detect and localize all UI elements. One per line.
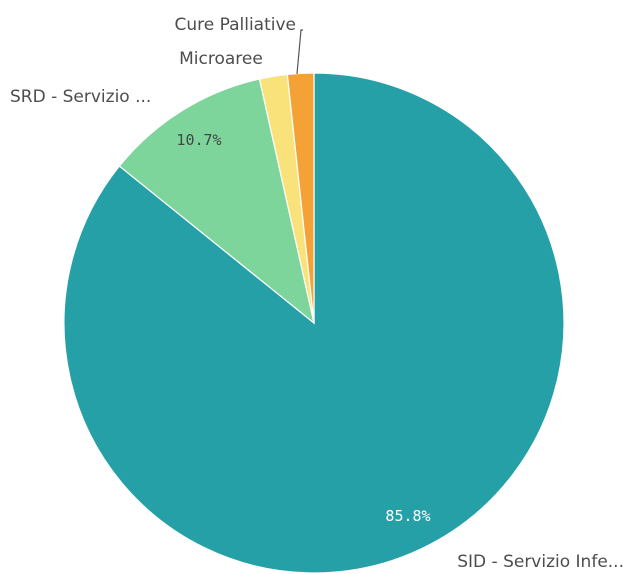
slice-category-label-cure-palliative: Cure Palliative [174, 15, 296, 35]
slice-category-label-srd: SRD - Servizio ... [10, 87, 151, 107]
slice-value-label-sid: 85.8% [385, 507, 430, 525]
slice-category-label-sid: SID - Servizio Infe... [457, 552, 624, 572]
slice-category-label-microaree: Microaree [179, 49, 263, 69]
slice-value-label-srd: 10.7% [176, 131, 221, 149]
pie-slices [63, 72, 565, 574]
pie-slice-srd-servizio[interactable] [118, 78, 315, 325]
leader-line-cure-palliative [296, 29, 303, 75]
pie-slice-cure-palliative[interactable] [286, 72, 315, 324]
